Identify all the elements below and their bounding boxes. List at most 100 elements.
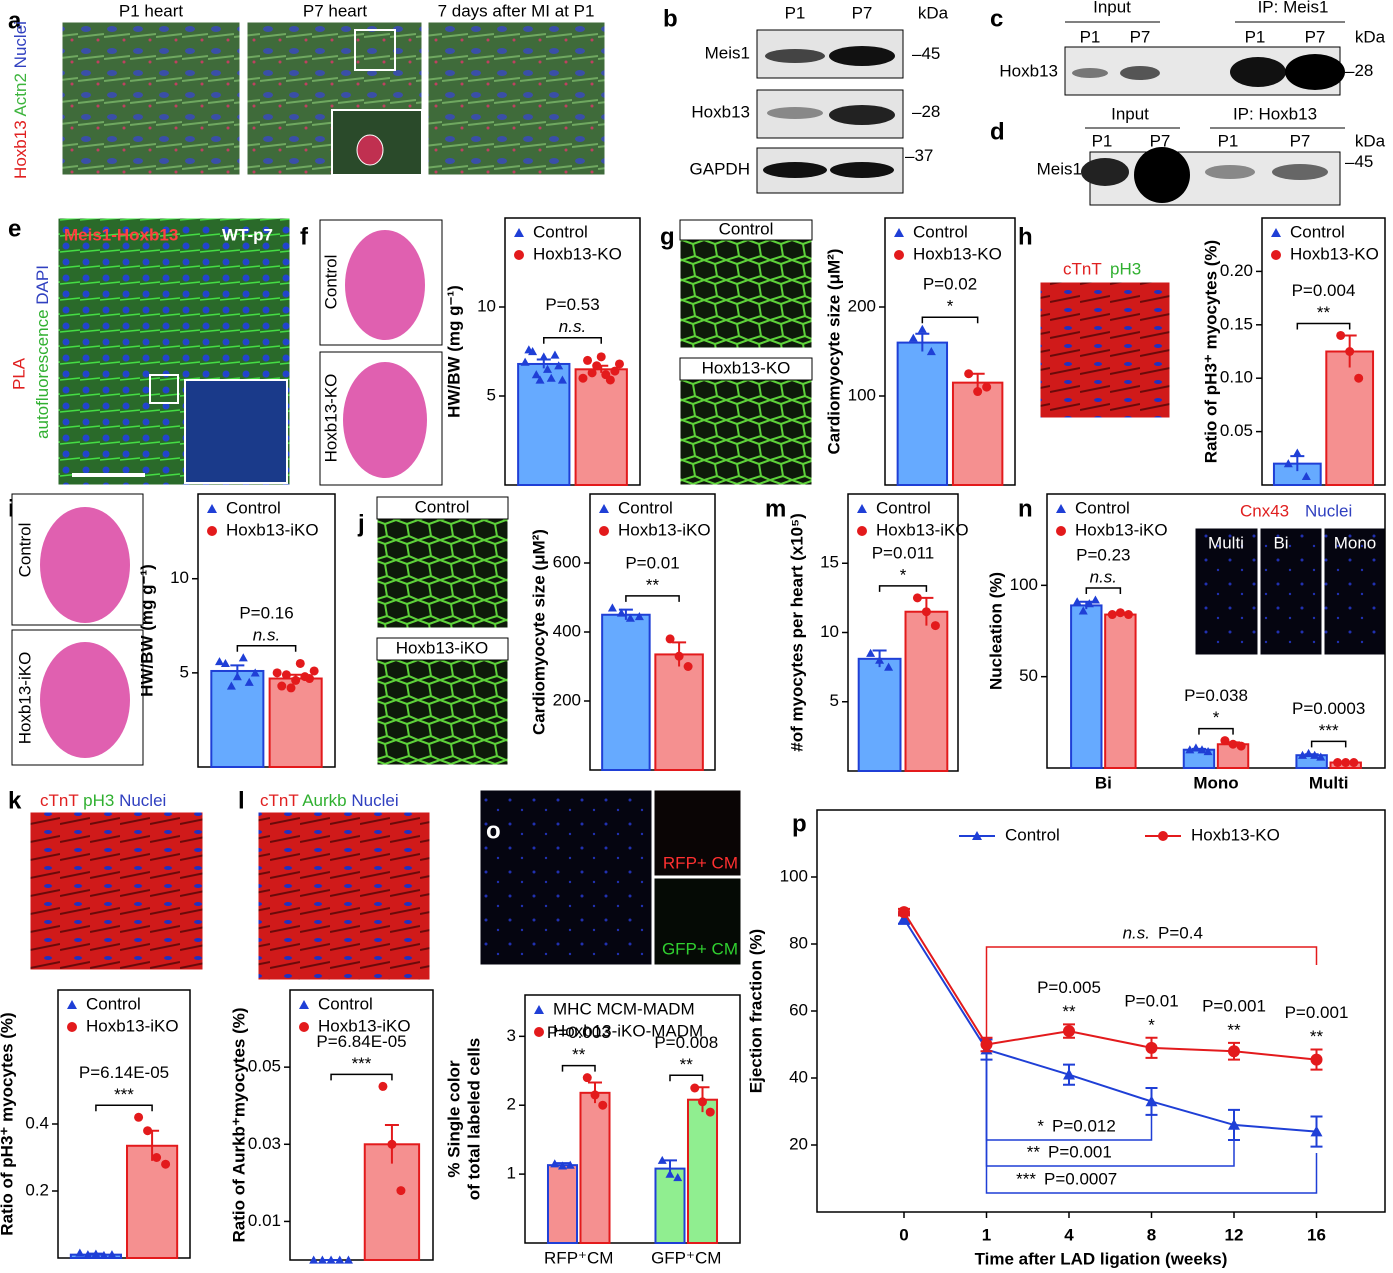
stain-label: Hoxb13 Actn2 Nuclei bbox=[11, 21, 30, 179]
plot-frame bbox=[1261, 217, 1386, 486]
marker: –37 bbox=[905, 146, 933, 165]
data-point bbox=[598, 1100, 608, 1110]
band bbox=[1134, 147, 1190, 203]
y-tick-label: 600 bbox=[553, 552, 581, 571]
stain: Cnx43 bbox=[1240, 501, 1289, 520]
x-tick-label: 4 bbox=[1064, 1225, 1074, 1244]
band bbox=[829, 105, 895, 125]
data-point bbox=[1349, 758, 1359, 768]
heart bbox=[345, 230, 425, 340]
image-label: RFP+ CM bbox=[663, 853, 738, 872]
significance-bracket bbox=[330, 1073, 393, 1081]
data-point bbox=[1354, 373, 1364, 383]
y-tick-label: 10 bbox=[477, 296, 496, 315]
data-point bbox=[587, 368, 597, 378]
data-point bbox=[286, 683, 296, 693]
legend-label: Control bbox=[913, 222, 968, 241]
row-label: GAPDH bbox=[690, 159, 750, 178]
image-label: Multi bbox=[1208, 533, 1244, 552]
image-header bbox=[679, 219, 813, 241]
significance-bracket bbox=[1310, 740, 1347, 748]
row-label: Hoxb13 bbox=[999, 61, 1058, 80]
significance: *** bbox=[114, 1085, 134, 1104]
image-label: GFP+ CM bbox=[662, 939, 738, 958]
data-point bbox=[99, 1250, 109, 1259]
bar bbox=[686, 1098, 719, 1244]
y-axis-label: Ratio of Aurkb⁺myocytes (%) bbox=[229, 1007, 248, 1242]
significance-bracket bbox=[561, 1064, 596, 1072]
data-point bbox=[930, 621, 940, 631]
series-line bbox=[903, 918, 1317, 1133]
micrograph bbox=[1259, 527, 1323, 656]
image-label: Control bbox=[15, 523, 34, 578]
legend-label: Control bbox=[1075, 498, 1130, 517]
data-point bbox=[143, 1126, 153, 1136]
y-tick-label: 100 bbox=[780, 866, 808, 885]
row-label: Hoxb13 bbox=[691, 102, 750, 121]
panel-letter: g bbox=[660, 223, 675, 250]
y-tick-label: 0.4 bbox=[25, 1113, 49, 1132]
data-point bbox=[557, 375, 567, 384]
data-point bbox=[884, 662, 894, 671]
data-point bbox=[550, 350, 560, 359]
data-point bbox=[520, 357, 530, 366]
legend-label: Control bbox=[86, 994, 141, 1013]
data-point bbox=[690, 1083, 700, 1093]
data-point bbox=[1336, 330, 1346, 340]
significance-bracket bbox=[921, 316, 979, 324]
image-title: 7 days after MI at P1 bbox=[438, 1, 595, 20]
heart bbox=[40, 642, 130, 758]
p-value: P=0.01 bbox=[625, 553, 679, 572]
image-label: Mono bbox=[1334, 533, 1377, 552]
image-label: Control bbox=[321, 255, 340, 310]
data-point bbox=[912, 593, 922, 603]
y-tick-label: 10 bbox=[820, 622, 839, 641]
significance-bracket bbox=[543, 336, 602, 344]
row-label: Meis1 bbox=[1037, 159, 1082, 178]
data-point bbox=[596, 352, 606, 362]
data-point bbox=[657, 1155, 667, 1164]
stain: cTnT bbox=[1063, 259, 1102, 278]
data-point bbox=[634, 611, 644, 621]
data-point bbox=[1123, 610, 1133, 620]
data-point bbox=[917, 324, 927, 333]
data-point bbox=[214, 657, 224, 666]
marker-label: 45 bbox=[921, 44, 940, 63]
p-value: P=0.001 bbox=[1202, 996, 1266, 1015]
data-point bbox=[232, 672, 242, 681]
marker-label: 28 bbox=[921, 102, 940, 121]
y-tick-label: 20 bbox=[789, 1134, 808, 1153]
data-point bbox=[1341, 758, 1351, 768]
inset bbox=[184, 379, 288, 484]
y-axis-label: HW/BW (mg g⁻¹) bbox=[137, 564, 156, 697]
data-point bbox=[1304, 748, 1314, 757]
x-tick-label: RFP⁺CM bbox=[544, 1248, 613, 1267]
data-point bbox=[83, 1250, 93, 1259]
bar bbox=[857, 657, 902, 772]
y-axis-label: % Single color bbox=[444, 1060, 463, 1178]
data-point bbox=[582, 1073, 592, 1083]
data-point bbox=[614, 359, 624, 369]
data-point bbox=[335, 1255, 345, 1264]
heart bbox=[343, 362, 427, 478]
data-point bbox=[590, 1090, 600, 1100]
marker: –45 bbox=[912, 44, 940, 63]
data-point bbox=[75, 1248, 85, 1257]
bar bbox=[1070, 604, 1103, 770]
legend-marker bbox=[534, 1005, 544, 1014]
lane-label: P7 bbox=[1150, 131, 1171, 150]
band bbox=[1072, 68, 1108, 78]
data-point bbox=[107, 1250, 117, 1259]
significance: n.s. bbox=[559, 317, 586, 336]
micrograph bbox=[1039, 281, 1171, 419]
band bbox=[767, 107, 823, 119]
y-tick-label: 50 bbox=[1019, 666, 1038, 685]
image-label: Hoxb13-KO bbox=[702, 358, 791, 377]
bar bbox=[268, 677, 323, 768]
micrograph bbox=[1194, 527, 1259, 656]
significance-bracket bbox=[1296, 322, 1351, 330]
data-point bbox=[1310, 1053, 1323, 1066]
bar bbox=[579, 1091, 611, 1245]
